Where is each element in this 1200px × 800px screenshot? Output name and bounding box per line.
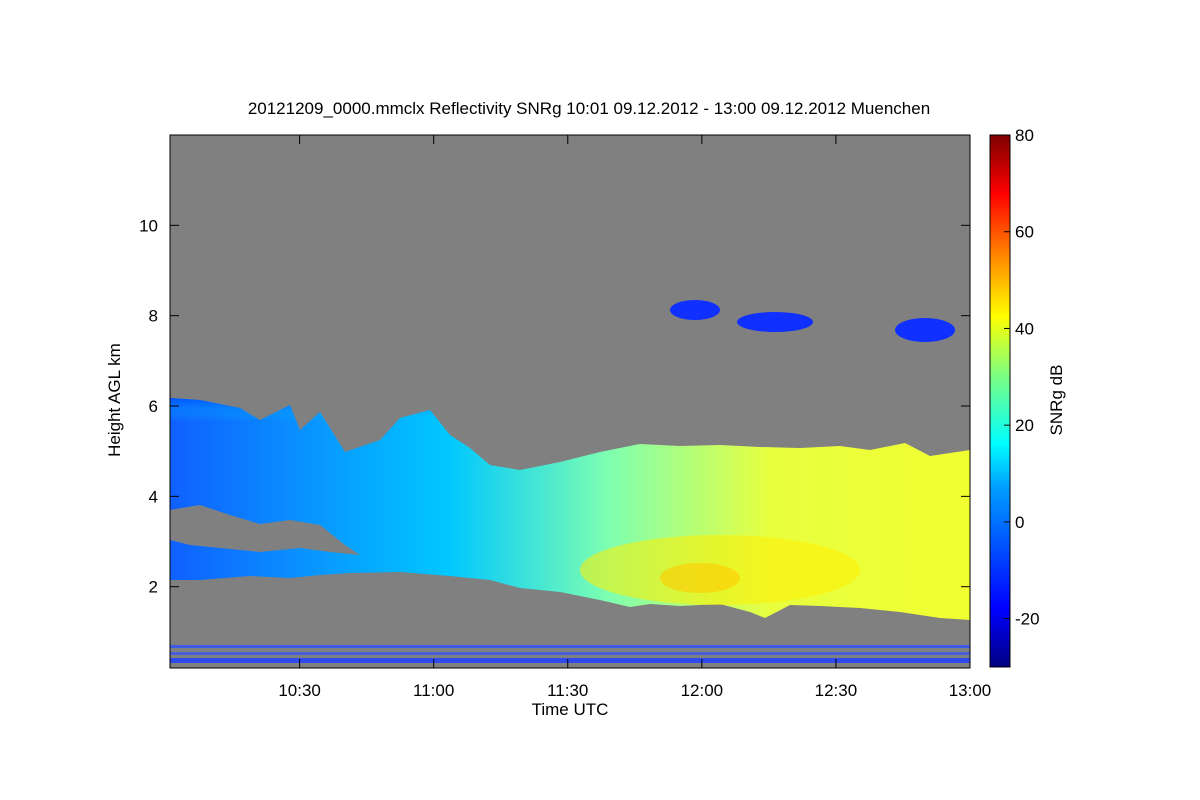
plot-frame	[169, 134, 971, 669]
y-tick-label: 8	[149, 307, 158, 326]
colorbar	[989, 134, 1011, 668]
upper-patch-3	[895, 318, 955, 342]
colorbar-axis: -20 0 20 40 60 80	[1004, 126, 1040, 629]
colorbar-tick-label: -20	[1015, 610, 1040, 629]
upper-patch-2	[737, 312, 813, 332]
colorbar-label: SNRg dB	[1047, 365, 1066, 436]
colorbar-tick-label: 20	[1015, 416, 1034, 435]
x-tick-label: 12:30	[815, 681, 858, 700]
x-tick-label: 10:30	[278, 681, 321, 700]
x-axis-label: Time UTC	[532, 700, 609, 719]
x-tick-label: 12:00	[681, 681, 724, 700]
y-tick-label: 4	[149, 487, 158, 506]
x-tick-label: 11:30	[547, 681, 588, 700]
cloud-gap	[170, 505, 360, 555]
chart-title: 20121209_0000.mmclx Reflectivity SNRg 10…	[248, 99, 930, 118]
y-axis: 2 4 6 8 10	[139, 216, 970, 597]
y-tick-label: 10	[139, 216, 158, 235]
x-tick-label: 11:00	[413, 681, 454, 700]
upper-patch-1	[670, 300, 720, 320]
y-axis-label: Height AGL km	[105, 343, 124, 457]
ground-clutter-band	[170, 652, 970, 655]
x-axis: 10:30 11:00 11:30 12:00 12:30 13:00	[278, 135, 991, 700]
ground-clutter-band	[170, 645, 970, 648]
ground-clutter-band	[170, 658, 970, 663]
cloud-core-center	[660, 563, 740, 593]
y-tick-label: 2	[149, 578, 158, 597]
colorbar-tick-label: 80	[1015, 126, 1034, 145]
x-tick-label: 13:00	[949, 681, 992, 700]
colorbar-tick-label: 60	[1015, 223, 1034, 242]
y-tick-label: 6	[149, 397, 158, 416]
colorbar-tick-label: 0	[1015, 513, 1024, 532]
cloud-layer-top-fringe	[170, 398, 970, 490]
colorbar-tick-label: 40	[1015, 319, 1034, 338]
